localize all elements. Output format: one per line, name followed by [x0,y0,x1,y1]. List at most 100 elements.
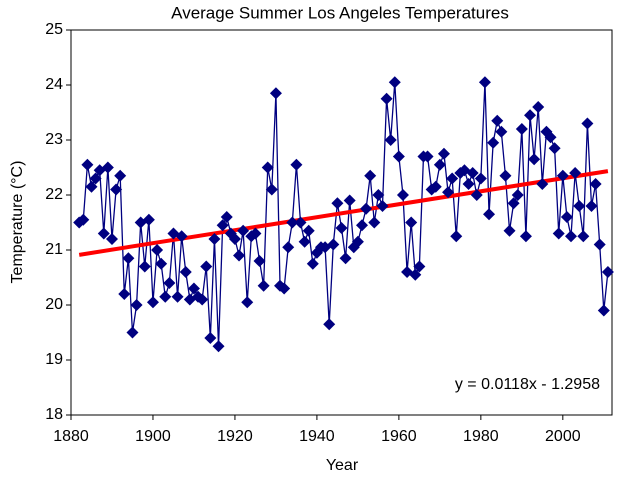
data-point [437,147,450,160]
data-point [146,296,159,309]
data-point [261,161,274,174]
data-point [355,219,368,232]
data-point [532,101,545,113]
data-point [372,189,385,201]
data-point [216,219,229,232]
data-point [429,180,442,193]
data-point [536,178,549,190]
data-point [360,202,373,215]
x-tick-label: 1900 [135,428,171,445]
data-point [331,197,344,210]
y-axis-label: Temperature (°C) [9,161,26,284]
data-point [487,136,500,149]
y-tick-label: 18 [45,406,63,423]
data-point [573,200,586,212]
data-point [208,233,221,245]
data-point [368,216,381,229]
data-point [433,158,446,171]
data-point [151,244,164,256]
y-tick-label: 25 [45,21,63,38]
data-point [101,161,114,174]
data-point [409,268,422,281]
data-point [126,326,139,339]
data-point [257,279,270,292]
data-point [442,186,455,199]
data-point [159,290,172,303]
data-point [552,227,565,240]
data-point [130,299,143,311]
data-point [364,169,377,182]
data-point [233,249,246,262]
data-point [204,332,217,344]
data-point [241,296,254,309]
data-point [388,76,401,89]
data-point [376,200,389,212]
data-point [384,134,397,146]
data-point [163,277,176,289]
data-point [507,197,520,210]
data-point [237,224,250,237]
data-point [495,125,508,138]
y-tick-label: 22 [45,186,63,203]
data-point [597,304,610,317]
data-point [265,183,278,196]
data-point [351,235,364,248]
data-point [228,233,241,245]
data-point [585,200,598,212]
data-point [593,238,606,251]
data-point [138,260,151,273]
data-point [298,235,311,248]
data-point [581,117,594,130]
plot-area [70,29,613,416]
data-point [171,290,184,303]
data-point [528,153,541,166]
x-tick-label: 1920 [217,428,253,445]
chart-title: Average Summer Los Angeles Temperatures [171,3,509,22]
data-point [269,87,282,100]
x-tick-label: 1960 [381,428,417,445]
data-point [515,123,528,135]
data-point [302,224,315,237]
data-point [470,189,483,201]
data-point [179,266,192,278]
data-point [556,169,569,182]
data-point [114,169,127,182]
data-point [396,189,409,201]
data-point [413,260,426,273]
data-point [499,169,512,182]
data-point [466,167,479,179]
data-point [405,216,418,229]
data-point [392,150,405,163]
data-point [421,150,434,163]
data-point [105,233,118,245]
x-tick-label: 1980 [463,428,499,445]
x-tick-label: 1880 [53,428,89,445]
data-point [343,194,356,207]
data-point [278,282,291,295]
y-tick-label: 23 [45,131,63,148]
data-point [323,318,336,331]
data-point [478,76,491,89]
data-point [544,131,557,144]
data-point [503,224,516,237]
data-line [78,82,609,347]
y-tick-label: 19 [45,351,63,368]
data-point [511,189,524,201]
data-point [175,230,188,243]
data-point [89,172,102,185]
data-point [245,230,258,243]
data-point [589,178,602,190]
data-point [380,92,393,105]
data-point [81,158,94,171]
data-point [524,109,537,122]
data-point [97,227,110,240]
data-point [446,172,459,185]
data-point [474,172,487,185]
data-point [577,230,590,243]
y-tick-label: 21 [45,241,63,258]
data-point [220,211,233,223]
data-point [569,167,582,179]
data-point [462,178,475,190]
data-point [286,216,299,229]
